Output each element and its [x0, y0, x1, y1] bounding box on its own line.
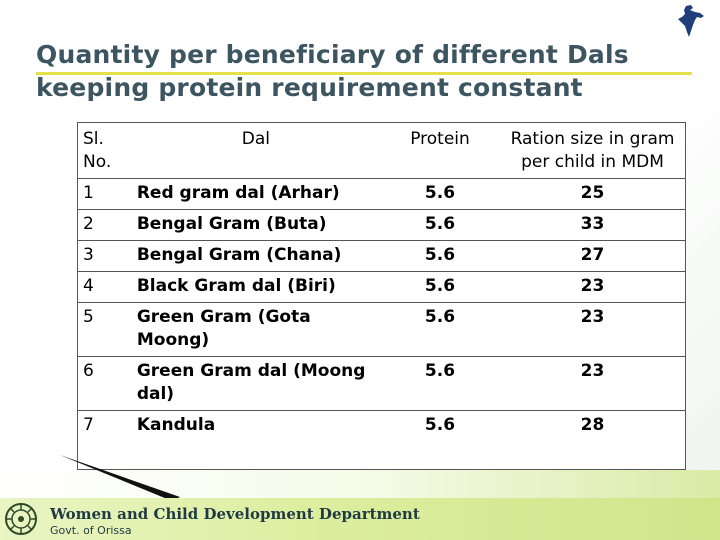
cell-protein: 5.6	[380, 178, 500, 210]
cell-dal: Kandula	[136, 415, 216, 435]
table-row: 5 Green Gram (Gota Moong) 5.6 23	[77, 302, 686, 357]
cell-sl: 1	[77, 178, 131, 210]
header-protein: Protein	[380, 122, 500, 179]
cell-ration: 23	[499, 356, 686, 411]
page-title: Quantity per beneficiary of different Da…	[36, 38, 676, 104]
cell-protein: 5.6	[424, 415, 456, 435]
table-row: 4 Black Gram dal (Biri) 5.6 23	[77, 271, 686, 303]
table-header-row: Sl. No. Dal Protein Ration size in gram …	[77, 122, 686, 179]
table-row: 3 Bengal Gram (Chana) 5.6 27	[77, 240, 686, 272]
header-ration-size: Ration size in gram per child in MDM	[499, 122, 686, 179]
table-row: 2 Bengal Gram (Buta) 5.6 33	[77, 209, 686, 241]
title-underline	[36, 72, 692, 75]
cell-ration: 25	[499, 178, 686, 210]
cell-ration: 33	[499, 209, 686, 241]
footer-bar	[0, 498, 720, 540]
cell-sl: 4	[77, 271, 131, 303]
cell-sl: 6	[77, 356, 131, 411]
cell-protein: 5.6	[380, 271, 500, 303]
cell-dal: Bengal Gram (Chana)	[130, 240, 381, 272]
cell-dal: Bengal Gram (Buta)	[130, 209, 381, 241]
cell-ration: 27	[499, 240, 686, 272]
cell-sl: 5	[77, 302, 131, 357]
cell-dal: Green Gram dal (Moong dal)	[130, 356, 381, 411]
cell-protein: 5.6	[380, 240, 500, 272]
cell-ration: 23	[499, 271, 686, 303]
india-map-icon	[678, 5, 704, 37]
decorative-swoosh	[60, 455, 180, 501]
table-row: 7 Kandula 5.6 28	[77, 411, 686, 442]
header-sl-no: Sl. No.	[77, 122, 131, 179]
cell-sl: 7	[83, 415, 94, 435]
cell-dal: Green Gram (Gota Moong)	[130, 302, 381, 357]
cell-protein: 5.6	[380, 302, 500, 357]
cell-dal: Red gram dal (Arhar)	[130, 178, 381, 210]
cell-protein: 5.6	[380, 356, 500, 411]
title-line-1: Quantity per beneficiary of different Da…	[36, 40, 629, 69]
government-name: Govt. of Orissa	[50, 524, 132, 537]
cell-protein: 5.6	[380, 209, 500, 241]
state-emblem-icon	[5, 503, 37, 535]
header-dal: Dal	[130, 122, 381, 179]
cell-dal: Black Gram dal (Biri)	[130, 271, 381, 303]
title-line-2: keeping protein requirement constant	[36, 73, 583, 102]
department-name: Women and Child Development Department	[50, 505, 420, 523]
table-row: 6 Green Gram dal (Moong dal) 5.6 23	[77, 356, 686, 411]
cell-ration: 23	[499, 302, 686, 357]
table-row: 1 Red gram dal (Arhar) 5.6 25	[77, 178, 686, 210]
dal-table: Sl. No. Dal Protein Ration size in gram …	[77, 122, 686, 441]
cell-sl: 2	[77, 209, 131, 241]
cell-sl: 3	[77, 240, 131, 272]
cell-ration: 28	[580, 415, 605, 435]
